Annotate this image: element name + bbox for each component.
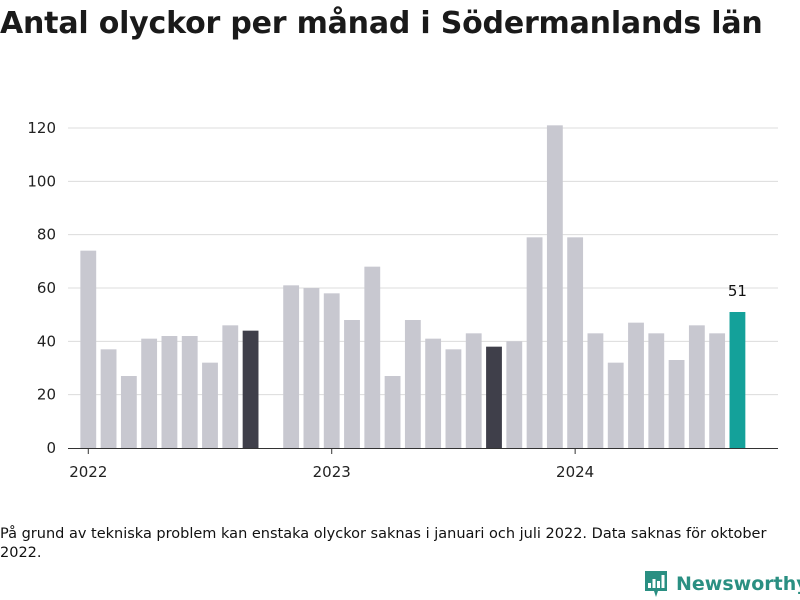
x-tick-label: 2024	[556, 463, 594, 481]
bar-2024-06	[668, 360, 685, 448]
brand-logo: Newsworthy	[644, 570, 800, 598]
x-tick-label: 2023	[313, 463, 351, 481]
bar-2022-08	[222, 325, 239, 448]
bar-2023-08	[465, 333, 482, 448]
bar-2024-03	[607, 362, 624, 448]
bar-2024-08	[709, 333, 726, 448]
bar-2023-01	[323, 293, 340, 448]
chart-title: Antal olyckor per månad i Södermanlands …	[0, 6, 763, 41]
y-tick-label: 0	[46, 439, 56, 457]
bar-2022-11	[283, 285, 300, 448]
bar-2023-02	[344, 320, 360, 448]
bar-chart: 0 20 40 60 80 100 120 51 2022 2023 2024	[0, 110, 800, 490]
y-tick-label: 60	[37, 279, 56, 297]
bar-2023-09	[486, 346, 502, 448]
bar-2023-04	[384, 376, 401, 448]
y-tick-label: 40	[37, 332, 56, 350]
bar-2022-02	[100, 349, 117, 448]
bars	[80, 125, 746, 448]
bar-2023-07	[445, 349, 462, 448]
bar-2023-06	[425, 338, 442, 448]
bar-2023-11	[526, 237, 543, 448]
bar-2023-12	[546, 125, 563, 448]
bar-2022-04	[141, 338, 158, 448]
bar-2023-10	[506, 341, 523, 448]
y-tick-label: 100	[27, 172, 56, 190]
axes	[68, 448, 778, 454]
bar-2023-05	[404, 320, 421, 448]
footnote: På grund av tekniska problem kan enstaka…	[0, 526, 767, 561]
bar-2024-09	[729, 312, 746, 448]
bar-2022-09	[242, 330, 259, 448]
bar-2023-03	[364, 266, 381, 448]
labels: 0 20 40 60 80 100 120 51 2022 2023 2024	[27, 119, 747, 481]
bar-value-label: 51	[728, 282, 747, 300]
bar-2022-12	[303, 288, 320, 448]
bar-2024-01	[567, 237, 584, 448]
bar-2024-07	[688, 325, 705, 448]
newsworthy-logo-icon	[645, 571, 667, 597]
brand-name: Newsworthy	[676, 573, 800, 595]
x-tick-label: 2022	[69, 463, 107, 481]
bar-2024-02	[587, 333, 604, 448]
bar-2022-03	[120, 376, 137, 448]
y-tick-label: 80	[37, 226, 56, 244]
chart-canvas: 0 20 40 60 80 100 120 51 2022 2023 2024	[27, 119, 778, 481]
y-tick-label: 20	[37, 386, 56, 404]
bar-2022-01	[80, 250, 97, 448]
bar-2024-05	[648, 333, 665, 448]
bar-2022-06	[181, 336, 198, 448]
bar-2024-04	[628, 322, 644, 448]
bar-2022-05	[161, 336, 178, 448]
bar-2022-07	[202, 362, 218, 448]
y-tick-label: 120	[27, 119, 56, 137]
